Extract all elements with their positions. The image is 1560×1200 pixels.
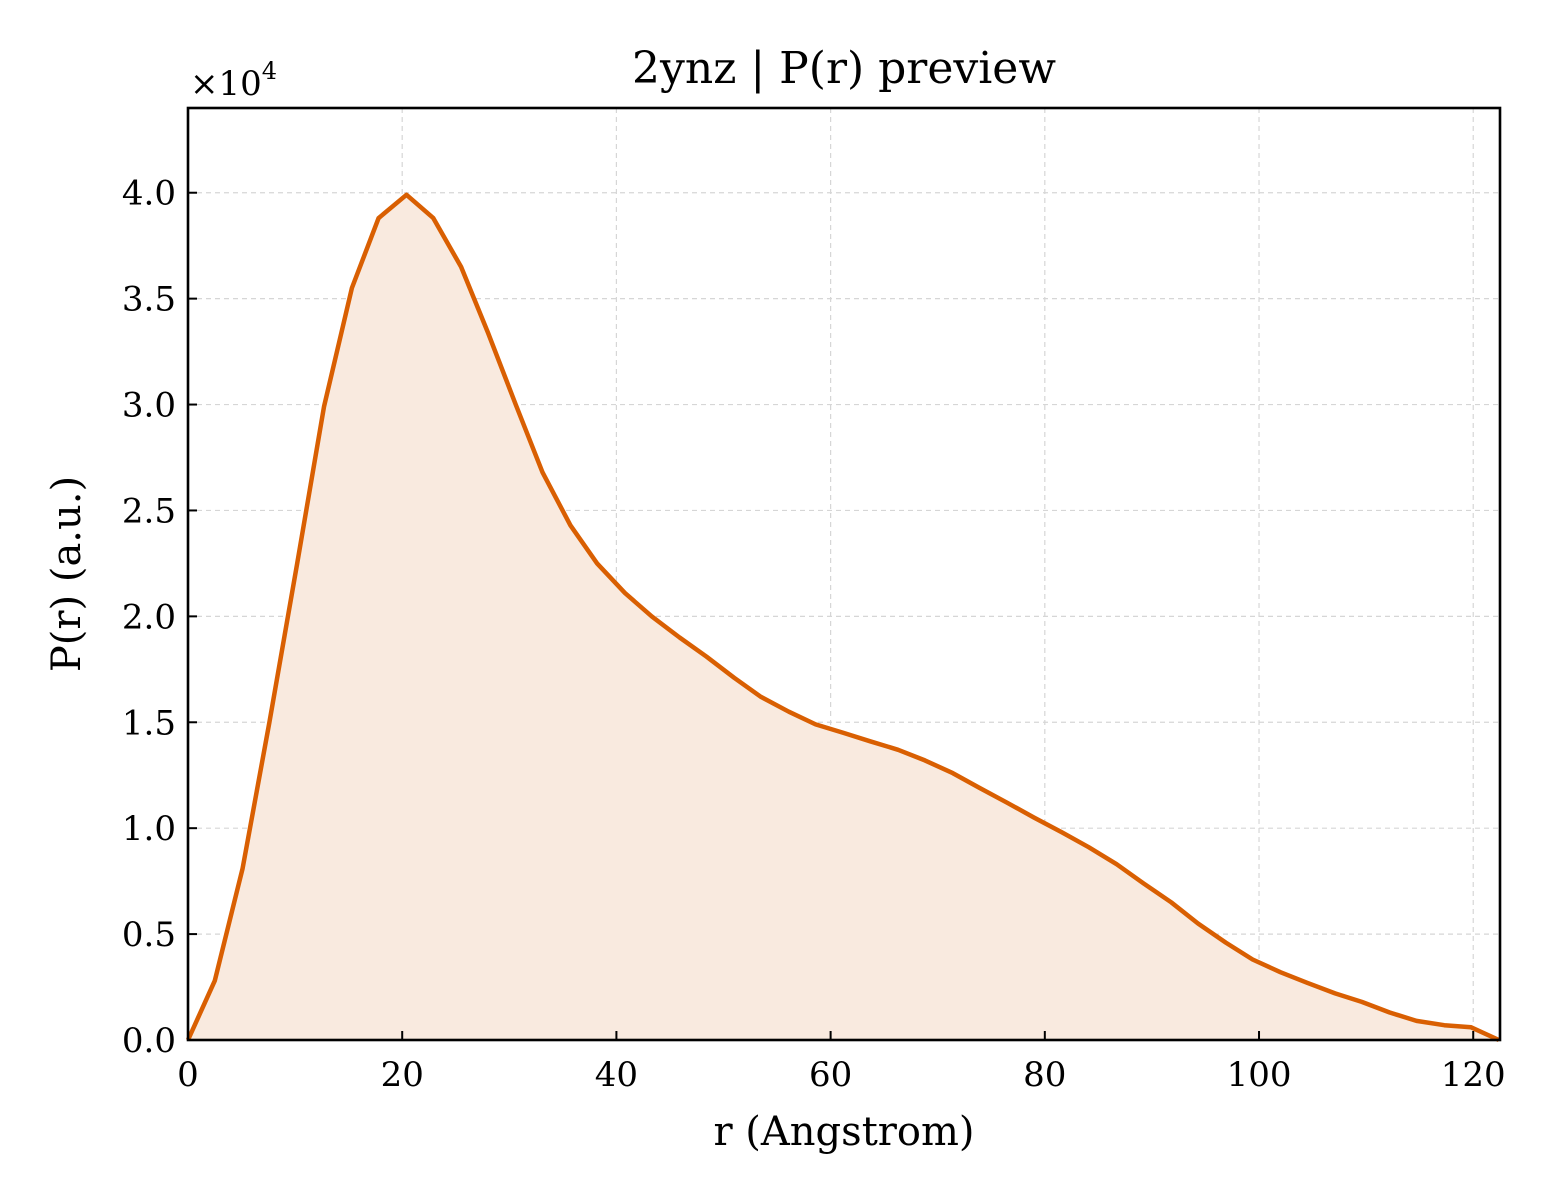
chart-title: 2ynz | P(r) preview — [632, 43, 1056, 94]
x-tick-label: 40 — [595, 1055, 638, 1095]
x-tick-label: 20 — [381, 1055, 424, 1095]
y-tick-label: 2.5 — [122, 491, 176, 531]
y-offset-exponent: 4 — [262, 57, 277, 85]
y-tick-label: 3.5 — [122, 280, 176, 320]
y-offset-label: ×104 — [190, 57, 277, 104]
x-tick-label: 120 — [1441, 1055, 1506, 1095]
data-line — [185, 192, 1500, 1043]
y-tick-label: 2.0 — [122, 597, 176, 637]
y-offset-base: ×10 — [190, 64, 262, 104]
y-axis-label: P(r) (a.u.) — [44, 476, 90, 672]
x-tick-label: 60 — [809, 1055, 852, 1095]
y-tick-label: 0.5 — [122, 915, 176, 955]
tick-labels: 0 20 40 60 80 100 120 0.0 0.5 1.0 1.5 2.0 2.5 3.0 3.5 4… — [122, 174, 1506, 1095]
x-axis-label: r (Angstrom) — [713, 1109, 974, 1155]
y-tick-label: 0.0 — [122, 1021, 176, 1061]
x-tick-label: 100 — [1227, 1055, 1292, 1095]
y-tick-label: 3.0 — [122, 386, 176, 426]
plot-frame — [186, 106, 1502, 1042]
x-tick-label: 80 — [1023, 1055, 1066, 1095]
x-tick-label: 0 — [177, 1055, 199, 1095]
y-tick-label: 1.5 — [122, 703, 176, 743]
y-tick-label: 4.0 — [122, 174, 176, 214]
y-tick-label: 1.0 — [122, 809, 176, 849]
